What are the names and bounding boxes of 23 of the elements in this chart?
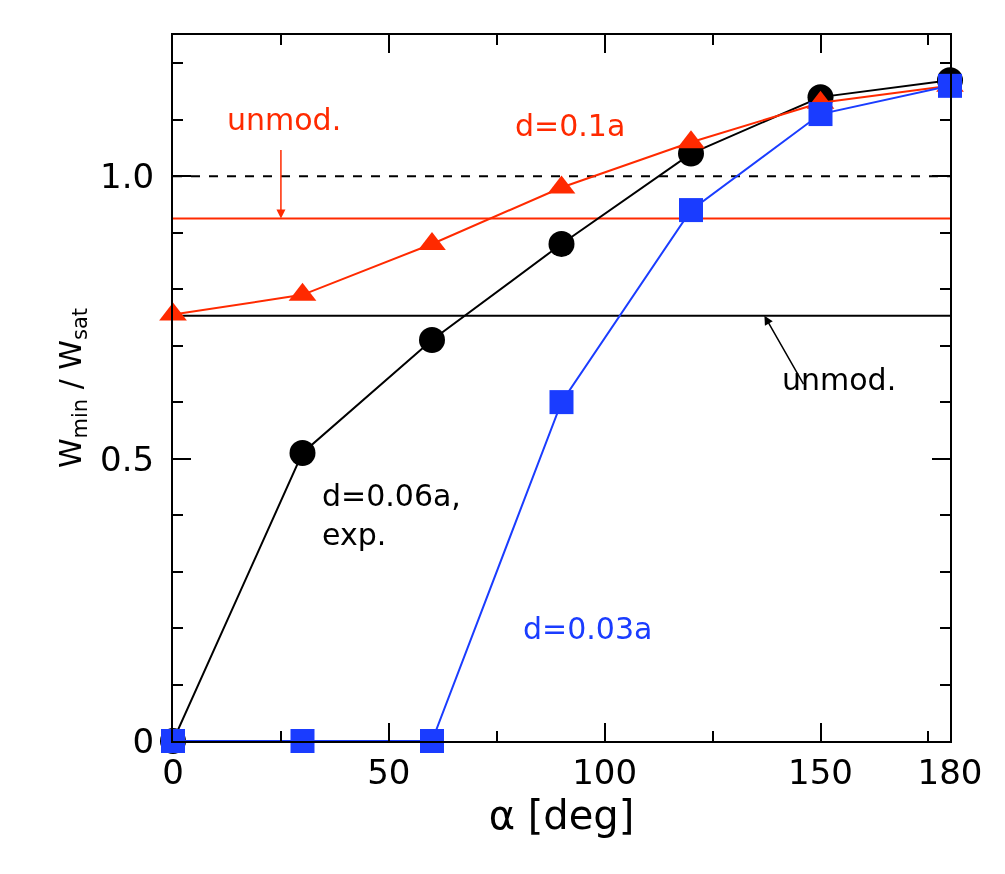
y-tick-label: 0	[132, 720, 155, 761]
point	[938, 73, 962, 98]
point	[290, 729, 315, 753]
y-tick-label: 1.0	[100, 156, 155, 197]
x-axis-title: α [deg]	[488, 791, 635, 838]
series-label: d=0.1a	[515, 108, 626, 143]
series-label: d=0.06a, exp.	[322, 478, 461, 552]
point	[548, 230, 575, 257]
x-tick-label: 100	[572, 751, 638, 792]
y-tick-label: 0.5	[100, 438, 155, 479]
ref-line-label: unmod.	[227, 102, 342, 137]
series-label: d=0.03a	[523, 611, 653, 646]
x-tick-label: 150	[788, 751, 853, 792]
point	[419, 326, 445, 353]
point	[808, 102, 833, 127]
point	[679, 198, 703, 223]
point	[420, 729, 444, 753]
x-tick-label: 50	[367, 751, 411, 792]
point	[549, 390, 574, 415]
x-tick-label: 0	[162, 751, 184, 792]
ref-line-label: unmod.	[782, 362, 897, 397]
point	[289, 439, 316, 466]
x-tick-label: 180	[917, 751, 983, 792]
